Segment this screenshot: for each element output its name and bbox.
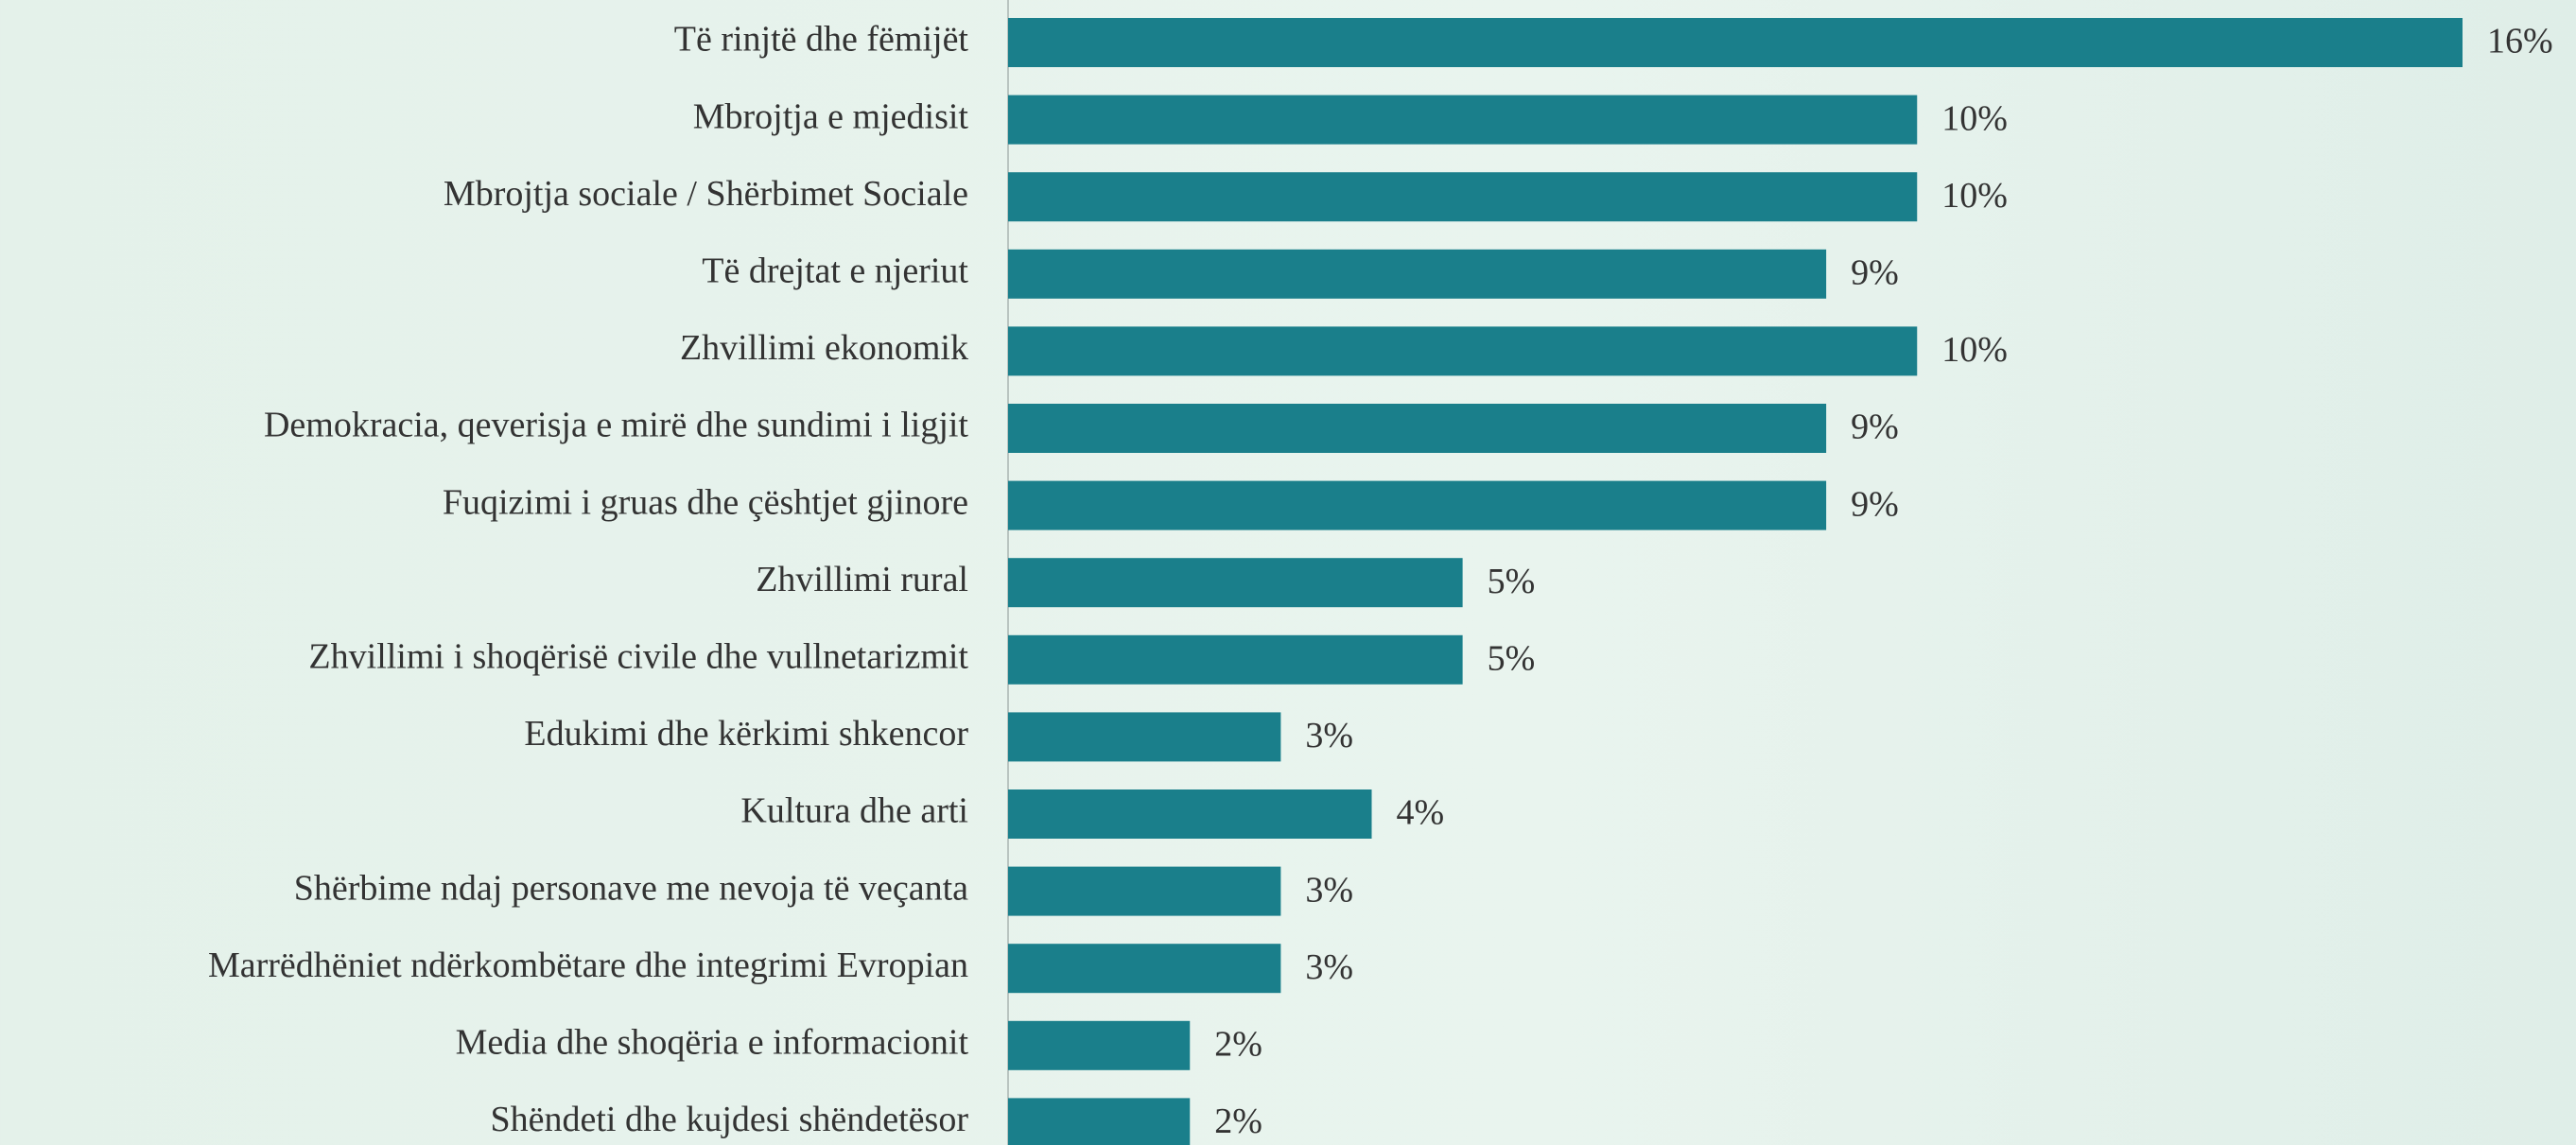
bar	[1008, 404, 1827, 453]
bar	[1008, 944, 1281, 994]
category-label: Mbrojtja sociale / Shërbimet Sociale	[444, 174, 968, 214]
category-label: Media dhe shoqëria e informacionit	[456, 1023, 969, 1063]
bar	[1008, 1020, 1191, 1070]
category-label: Zhvillimi rural	[756, 560, 968, 599]
bar	[1008, 172, 1918, 222]
value-label: 10%	[1941, 98, 2008, 138]
value-label: 3%	[1305, 870, 1353, 910]
category-label: Të rinjtë dhe fëmijët	[674, 20, 969, 60]
bar	[1008, 1098, 1191, 1145]
value-label: 10%	[1941, 330, 2008, 370]
category-label: Shëndeti dhe kujdesi shëndetësor	[490, 1100, 968, 1139]
bar	[1008, 249, 1827, 299]
bar	[1008, 866, 1281, 916]
value-label: 16%	[2487, 22, 2553, 61]
bar	[1008, 712, 1281, 762]
category-label: Fuqizimi i gruas dhe çështjet gjinore	[443, 482, 968, 522]
category-label: Shërbime ndaj personave me nevoja të veç…	[294, 868, 968, 908]
category-label: Të drejtat e njeriut	[702, 252, 968, 291]
value-label: 2%	[1214, 1102, 1262, 1141]
category-label: Zhvillimi ekonomik	[680, 328, 968, 368]
value-label: 2%	[1214, 1025, 1262, 1065]
value-label: 5%	[1488, 562, 1536, 601]
category-label: Demokracia, qeverisja e mirë dhe sundimi…	[264, 406, 968, 445]
category-label: Edukimi dhe kërkimi shkencor	[524, 714, 968, 754]
category-label: Kultura dhe arti	[740, 791, 968, 831]
bar	[1008, 634, 1463, 685]
value-label: 5%	[1488, 639, 1536, 679]
bar	[1008, 95, 1918, 145]
bar	[1008, 326, 1918, 376]
category-label: Marrëdhëniet ndërkombëtare dhe integrimi…	[208, 945, 968, 985]
bar	[1008, 558, 1463, 608]
bar	[1008, 789, 1372, 839]
value-label: 3%	[1305, 947, 1353, 987]
value-label: 9%	[1851, 408, 1899, 447]
bar	[1008, 18, 2463, 67]
category-label: Mbrojtja e mjedisit	[693, 96, 969, 136]
bar	[1008, 480, 1827, 530]
value-label: 3%	[1305, 716, 1353, 755]
category-label: Zhvillimi i shoqërisë civile dhe vullnet…	[308, 637, 968, 677]
value-label: 9%	[1851, 253, 1899, 293]
value-label: 4%	[1397, 793, 1445, 833]
value-label: 10%	[1941, 176, 2008, 216]
value-label: 9%	[1851, 484, 1899, 524]
